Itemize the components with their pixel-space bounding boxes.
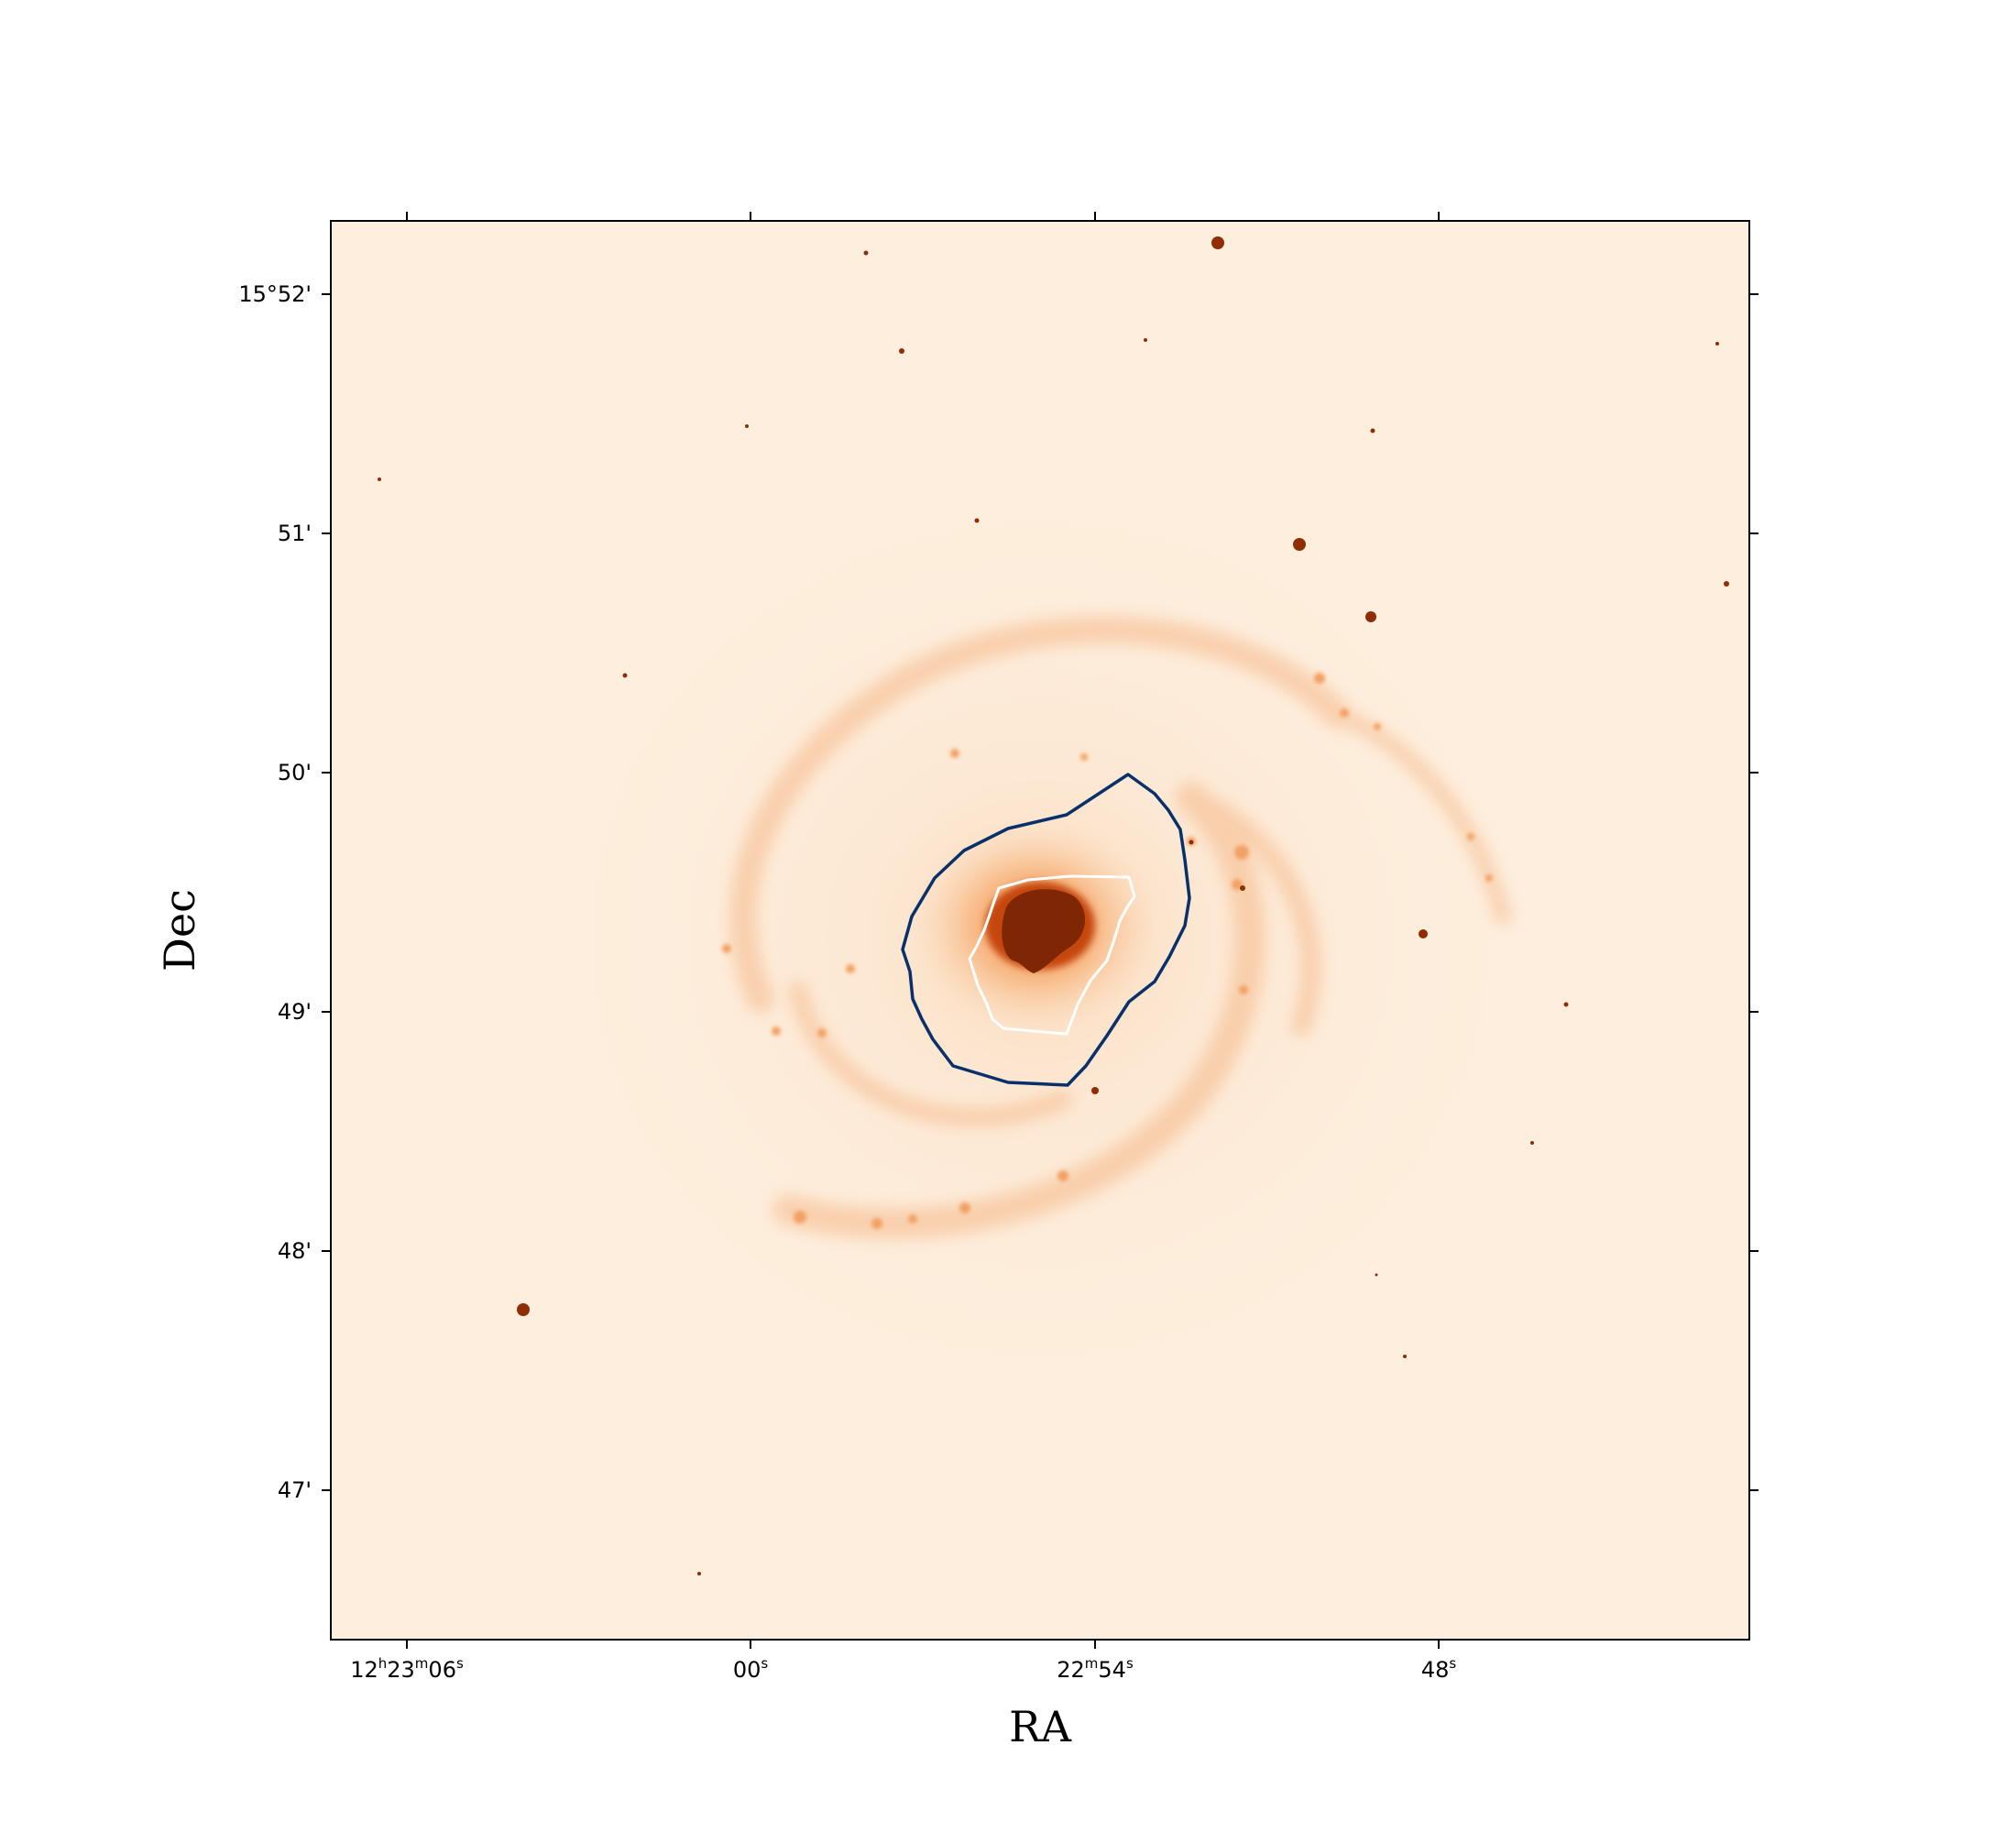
plot-frame xyxy=(330,220,1750,1641)
x-tick-label-2: 22m54s xyxy=(1057,1655,1134,1683)
y-tick-label-1: 51' xyxy=(278,521,312,546)
y-tick-label-2: 50' xyxy=(278,760,312,785)
y-ticks xyxy=(322,293,1759,1491)
x-tick-label-3: 48s xyxy=(1421,1655,1457,1683)
y-tick-label-3: 49' xyxy=(278,999,312,1025)
contour-outer xyxy=(901,773,1191,1087)
x-axis-title: RA xyxy=(1009,1702,1072,1751)
contour-inner xyxy=(968,874,1136,1036)
y-tick-label-0: 15°52' xyxy=(238,281,312,307)
x-tick-label-1: 00s xyxy=(733,1655,769,1683)
galaxy-core xyxy=(1002,889,1086,973)
y-tick-label-4: 48' xyxy=(278,1238,312,1264)
field-stars xyxy=(378,236,1729,1575)
x-ticks xyxy=(406,212,1440,1649)
sky-image xyxy=(331,221,1749,1640)
y-axis-title: Dec xyxy=(155,889,204,971)
x-tick-label-0: 12h23m06s xyxy=(350,1655,464,1683)
y-tick-label-5: 47' xyxy=(278,1477,312,1503)
arm-knots xyxy=(722,673,1493,1229)
